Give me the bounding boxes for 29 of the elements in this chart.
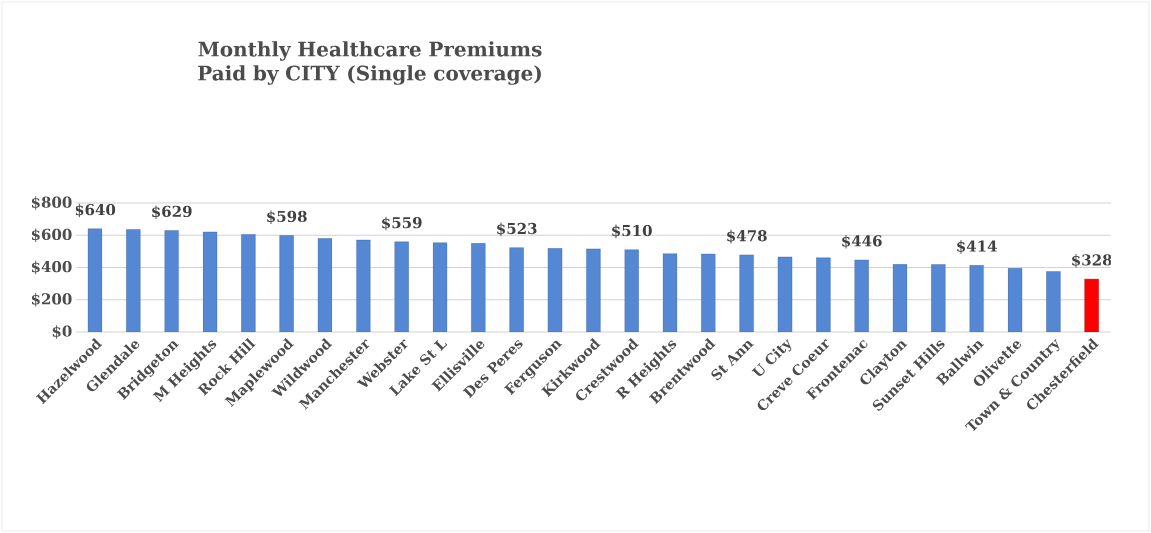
data-label: $414: [957, 240, 997, 254]
y-tick-label: $800: [31, 196, 72, 210]
bar: [662, 253, 678, 332]
bar: [471, 243, 486, 332]
y-tick-label: $600: [31, 228, 72, 243]
data-label: $559: [382, 216, 422, 231]
y-tick-label: $0: [52, 325, 72, 339]
bar: [1007, 268, 1023, 332]
bar: [87, 228, 103, 332]
data-label: $510: [612, 224, 652, 239]
bar: [624, 249, 639, 332]
bar: [432, 242, 448, 332]
data-label: $629: [152, 205, 192, 220]
y-tick-label: $400: [31, 260, 72, 275]
bar: [317, 238, 333, 332]
y-tick-label: $200: [31, 292, 72, 307]
data-label: $598: [267, 210, 307, 225]
data-label: $640: [75, 203, 116, 218]
bar: [816, 257, 831, 332]
data-label: $478: [727, 229, 767, 244]
data-label: $446: [842, 234, 882, 249]
chart-title: Monthly Healthcare Premiums Paid by CITY (Single coverage): [198, 41, 542, 85]
bar: [509, 247, 524, 332]
data-label: $328: [1072, 253, 1112, 268]
data-label: $523: [497, 222, 537, 237]
bar: [1046, 271, 1061, 332]
bar: [241, 234, 256, 332]
bar: [892, 264, 908, 332]
bar: [279, 235, 294, 332]
